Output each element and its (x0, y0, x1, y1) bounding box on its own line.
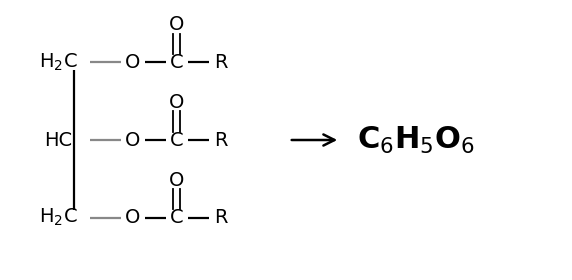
Text: O: O (169, 171, 184, 190)
Text: C: C (170, 130, 184, 150)
Text: R: R (214, 208, 227, 227)
Text: C$_6$H$_5$O$_6$: C$_6$H$_5$O$_6$ (357, 124, 475, 156)
Text: H$_2$C: H$_2$C (39, 52, 78, 73)
Text: O: O (125, 53, 140, 72)
Text: O: O (125, 208, 140, 227)
Text: R: R (214, 130, 227, 150)
Text: HC: HC (44, 130, 73, 150)
Text: O: O (125, 130, 140, 150)
Text: R: R (214, 53, 227, 72)
Text: C: C (170, 208, 184, 227)
Text: O: O (169, 15, 184, 34)
Text: H$_2$C: H$_2$C (39, 207, 78, 228)
Text: O: O (169, 93, 184, 112)
Text: C: C (170, 53, 184, 72)
